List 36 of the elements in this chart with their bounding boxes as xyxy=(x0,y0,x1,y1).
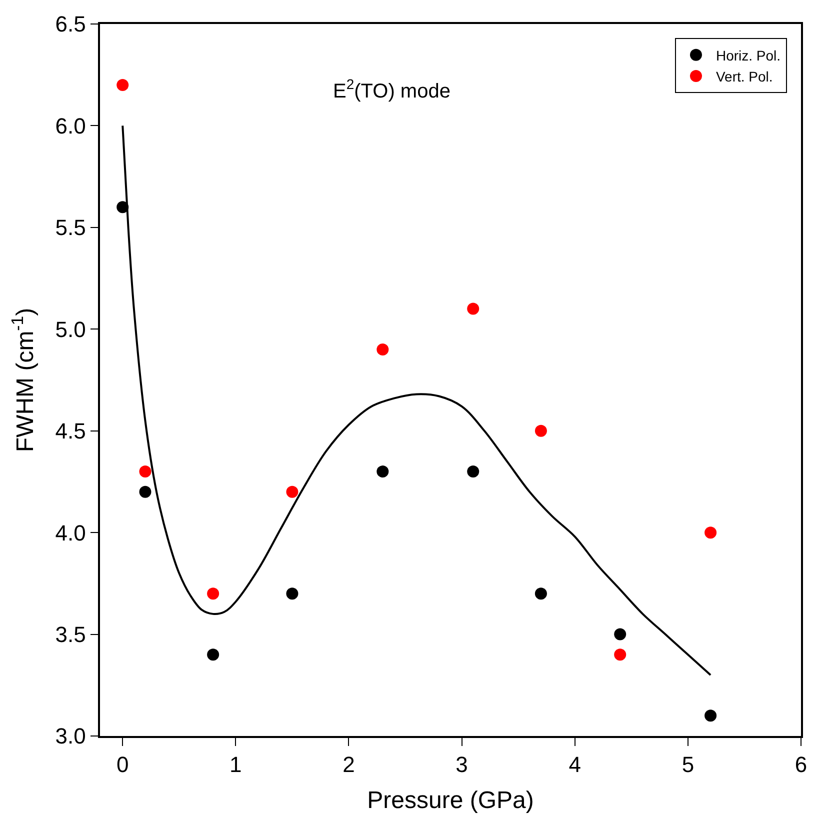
x-tick-label: 2 xyxy=(342,752,355,778)
point xyxy=(376,466,389,478)
y-tick-label: 6.0 xyxy=(55,113,86,138)
point xyxy=(376,343,389,356)
y-tick-label: 3.0 xyxy=(55,724,86,749)
annotation: E$^{2}$(TO) mode xyxy=(333,76,450,102)
point xyxy=(286,588,298,600)
legend-label: Vert. Pol. xyxy=(716,68,773,84)
point xyxy=(704,526,717,539)
x-tick-label: 1 xyxy=(230,752,242,778)
y-tick-label: 4.5 xyxy=(55,418,86,444)
point xyxy=(207,588,220,600)
y-tick-label: 6.5 xyxy=(55,12,86,37)
point xyxy=(286,486,298,498)
y-tick-label: 4.0 xyxy=(55,520,86,546)
y-tick-label: 5.5 xyxy=(55,215,86,240)
point xyxy=(614,628,626,640)
x-tick-label: 6 xyxy=(794,752,808,778)
x-tick-label: 5 xyxy=(682,752,694,778)
point xyxy=(116,79,129,92)
point xyxy=(467,466,480,478)
x-axis-title: Pressure (GPa) xyxy=(367,786,534,814)
x-tick-label: 0 xyxy=(116,752,129,778)
point xyxy=(207,648,220,661)
point xyxy=(139,466,152,478)
point xyxy=(704,710,717,722)
point xyxy=(139,486,152,498)
point xyxy=(467,302,480,315)
x-tick-label: 4 xyxy=(568,752,581,778)
y-tick-label: 5.0 xyxy=(55,316,86,342)
x-tick-label: 3 xyxy=(456,752,468,778)
y-tick-label: 3.5 xyxy=(55,622,86,647)
point xyxy=(614,648,626,661)
point xyxy=(534,588,547,600)
legend-label: Horiz. Pol. xyxy=(716,47,781,64)
point xyxy=(534,424,547,437)
